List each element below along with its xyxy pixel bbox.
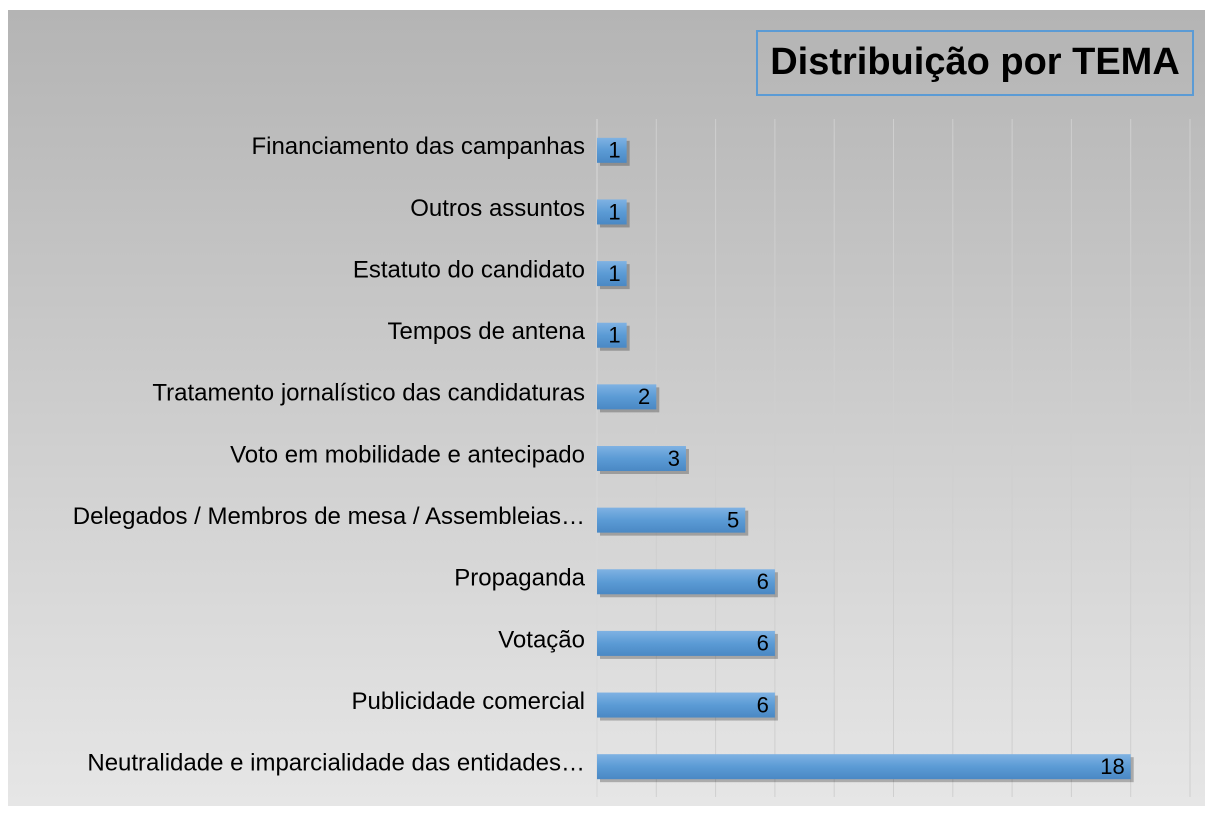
title-box	[756, 30, 1194, 96]
y-tick-label: Voto em mobilidade e antecipado	[230, 441, 585, 468]
y-tick-label: Publicidade comercial	[352, 688, 585, 715]
value-label: 6	[757, 569, 769, 594]
value-label: 2	[638, 384, 650, 409]
bar	[597, 754, 1131, 780]
y-tick-label: Financiamento das campanhas	[251, 133, 585, 160]
value-label: 1	[608, 138, 620, 163]
bar	[597, 692, 775, 718]
bar	[597, 137, 627, 163]
value-label: 1	[608, 323, 620, 348]
value-label: 6	[757, 631, 769, 656]
y-tick-label: Tratamento jornalístico das candidaturas	[152, 380, 585, 407]
bar	[597, 569, 775, 595]
y-tick-label: Delegados / Membros de mesa / Assembleia…	[73, 503, 585, 530]
y-tick-label: Neutralidade e imparcialidade das entida…	[87, 750, 585, 777]
bar	[597, 507, 746, 533]
y-tick-label: Outros assuntos	[410, 195, 585, 222]
y-tick-label: Estatuto do candidato	[353, 256, 585, 283]
bar	[597, 261, 627, 287]
value-label: 18	[1100, 754, 1124, 779]
y-tick-label: Votação	[498, 626, 585, 653]
bar	[597, 322, 627, 348]
value-label: 1	[608, 199, 620, 224]
value-label: 3	[668, 446, 680, 471]
bar	[597, 630, 775, 656]
bar	[597, 384, 657, 410]
bar	[597, 446, 686, 471]
chart-title: Distribuição por TEMA	[770, 41, 1180, 83]
value-label: 1	[608, 261, 620, 286]
value-label: 6	[757, 692, 769, 717]
y-tick-label: Propaganda	[454, 565, 585, 592]
bar	[597, 199, 627, 225]
y-tick-label: Tempos de antena	[388, 318, 586, 345]
value-label: 5	[727, 507, 739, 532]
